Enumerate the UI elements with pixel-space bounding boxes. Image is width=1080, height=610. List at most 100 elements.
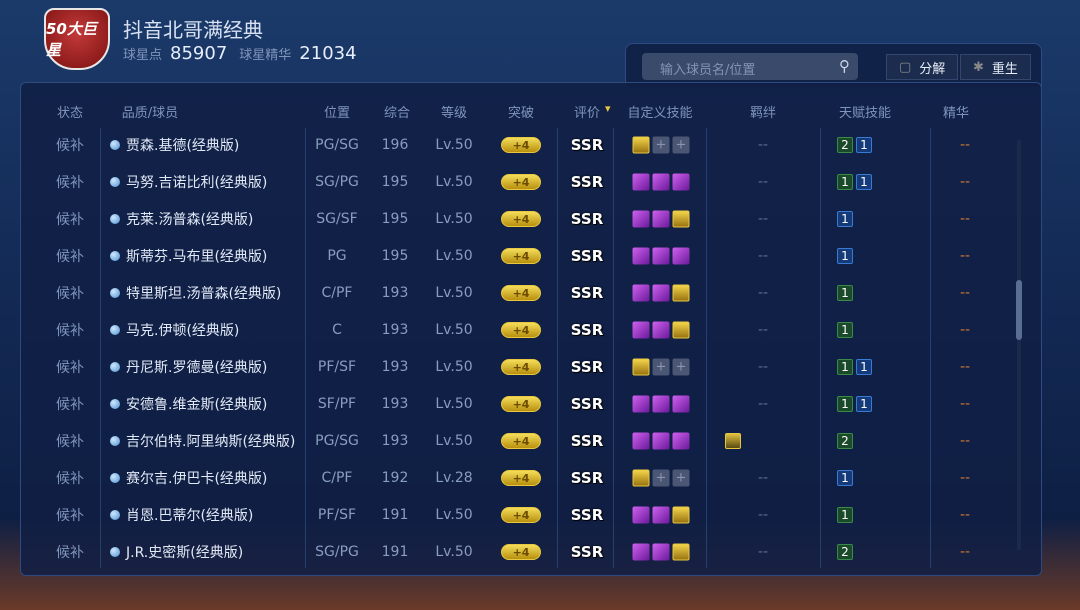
table-row[interactable]: 候补 克莱.汤普森(经典版) SG/SF 195 Lv.50 +4 SSR -- 1 --	[21, 200, 1021, 237]
talent-badge[interactable]: 1	[837, 321, 853, 338]
player-name[interactable]: 特里斯坦.汤普森(经典版)	[110, 283, 281, 303]
talent-badge[interactable]: 1	[837, 284, 853, 301]
column-divider	[820, 128, 821, 568]
player-name-text: J.R.史密斯(经典版)	[126, 544, 244, 561]
bond-icon[interactable]	[725, 432, 741, 449]
search-input[interactable]: 输入球员名/位置 ⚲	[642, 53, 858, 80]
overall: 192	[381, 469, 409, 486]
sort-desc-icon[interactable]: ▾	[605, 102, 611, 115]
add-skill-slot[interactable]: +	[652, 136, 670, 153]
quality-dot-icon	[110, 287, 120, 298]
column-header[interactable]: 状态	[56, 106, 84, 121]
talent-badge[interactable]: 1	[837, 395, 853, 412]
custom-skills	[632, 395, 690, 412]
column-header[interactable]: 天赋技能	[838, 106, 892, 121]
level: Lv.50	[435, 136, 473, 153]
player-name[interactable]: J.R.史密斯(经典版)	[110, 542, 243, 562]
table-row[interactable]: 候补 马克.伊顿(经典版) C 193 Lv.50 +4 SSR -- 1 --	[21, 311, 1021, 348]
talent-badge[interactable]: 1	[856, 173, 872, 190]
custom-skill-icon	[632, 173, 650, 190]
table-row[interactable]: 候补 赛尔吉.伊巴卡(经典版) C/PF 192 Lv.28 +4 SSR + + -- 1 --	[21, 459, 1021, 496]
talent-badge[interactable]: 1	[837, 210, 853, 227]
talent-skills: 1	[837, 247, 853, 264]
player-name[interactable]: 斯蒂芬.马布里(经典版)	[110, 246, 267, 266]
crown-skill-icon	[632, 358, 650, 375]
add-skill-slot[interactable]: +	[652, 469, 670, 486]
player-name[interactable]: 赛尔吉.伊巴卡(经典版)	[110, 468, 267, 488]
overall: 191	[381, 506, 409, 523]
custom-skill-icon	[672, 247, 690, 264]
table-row[interactable]: 候补 肖恩.巴蒂尔(经典版) PF/SF 191 Lv.50 +4 SSR -- 1 --	[21, 496, 1021, 533]
column-header[interactable]: 综合	[383, 106, 411, 121]
talent-badge[interactable]: 1	[856, 395, 872, 412]
position: PG/SG	[315, 136, 359, 153]
scrollbar-thumb[interactable]	[1016, 280, 1022, 340]
talent-badge[interactable]: 1	[837, 173, 853, 190]
level: Lv.50	[435, 284, 473, 301]
breakthrough-badge: +4	[501, 173, 541, 190]
player-name[interactable]: 安德鲁.维金斯(经典版)	[110, 394, 267, 414]
column-header[interactable]: 位置	[323, 106, 351, 121]
rebirth-button[interactable]: ✱ 重生	[960, 54, 1031, 80]
table-row[interactable]: 候补 斯蒂芬.马布里(经典版) PG 195 Lv.50 +4 SSR -- 1 --	[21, 237, 1021, 274]
column-header[interactable]: 评价	[573, 106, 601, 121]
add-skill-slot[interactable]: +	[672, 358, 690, 375]
essence-value: --	[959, 321, 971, 338]
player-name[interactable]: 肖恩.巴蒂尔(经典版)	[110, 505, 253, 525]
column-header[interactable]: 突破	[507, 106, 535, 121]
custom-skills: + +	[632, 469, 690, 486]
bond-value: --	[757, 506, 769, 523]
column-header[interactable]: 等级	[440, 106, 468, 121]
overall: 196	[381, 136, 409, 153]
custom-skills	[632, 432, 690, 449]
overall: 193	[381, 358, 409, 375]
talent-badge[interactable]: 1	[856, 358, 872, 375]
talent-badge[interactable]: 1	[837, 358, 853, 375]
crown-skill-icon	[672, 506, 690, 523]
talent-badge[interactable]: 1	[837, 506, 853, 523]
column-header[interactable]: 精华	[942, 106, 970, 121]
custom-skill-icon	[632, 543, 650, 560]
player-name[interactable]: 马克.伊顿(经典版)	[110, 320, 239, 340]
add-skill-slot[interactable]: +	[672, 469, 690, 486]
table-row[interactable]: 候补 安德鲁.维金斯(经典版) SF/PF 193 Lv.50 +4 SSR -- 1 1 --	[21, 385, 1021, 422]
add-skill-slot[interactable]: +	[672, 136, 690, 153]
custom-skill-icon	[652, 543, 670, 560]
table-row[interactable]: 候补 吉尔伯特.阿里纳斯(经典版) PG/SG 193 Lv.50 +4 SSR 2 --	[21, 422, 1021, 459]
table-row[interactable]: 候补 特里斯坦.汤普森(经典版) C/PF 193 Lv.50 +4 SSR -- 1 --	[21, 274, 1021, 311]
custom-skills	[632, 247, 690, 264]
scrollbar-track[interactable]	[1017, 140, 1021, 550]
overall: 193	[381, 284, 409, 301]
player-name[interactable]: 克莱.汤普森(经典版)	[110, 209, 253, 229]
table-row[interactable]: 候补 马努.吉诺比利(经典版) SG/PG 195 Lv.50 +4 SSR -- 1 1 --	[21, 163, 1021, 200]
decompose-button[interactable]: ▢ 分解	[886, 54, 959, 80]
add-skill-slot[interactable]: +	[652, 358, 670, 375]
quality-dot-icon	[110, 213, 120, 224]
column-header[interactable]: 自定义技能	[627, 106, 693, 121]
talent-badge[interactable]: 2	[837, 432, 853, 449]
breakthrough-value: +4	[501, 506, 541, 523]
column-header[interactable]: 羁绊	[749, 106, 777, 121]
table-row[interactable]: 候补 贾森.基德(经典版) PG/SG 196 Lv.50 +4 SSR + + -- 2 1 --	[21, 126, 1021, 163]
level: Lv.50	[435, 321, 473, 338]
grade-ssr: SSR	[570, 283, 604, 302]
table-row[interactable]: 候补 J.R.史密斯(经典版) SG/PG 191 Lv.50 +4 SSR -- 2 --	[21, 533, 1021, 570]
talent-badge[interactable]: 1	[837, 469, 853, 486]
table-row[interactable]: 候补 丹尼斯.罗德曼(经典版) PF/SF 193 Lv.50 +4 SSR + + -- 1 1 --	[21, 348, 1021, 385]
column-header[interactable]: 品质/球员	[121, 106, 179, 121]
player-name[interactable]: 马努.吉诺比利(经典版)	[110, 172, 267, 192]
custom-skill-icon	[632, 395, 650, 412]
essence-value: --	[959, 247, 971, 264]
talent-skills: 1	[837, 284, 853, 301]
player-name[interactable]: 丹尼斯.罗德曼(经典版)	[110, 357, 267, 377]
player-name[interactable]: 贾森.基德(经典版)	[110, 135, 239, 155]
talent-badge[interactable]: 1	[837, 247, 853, 264]
column-divider	[100, 128, 101, 568]
talent-badge[interactable]: 1	[856, 136, 872, 153]
talent-badge[interactable]: 2	[837, 136, 853, 153]
position: PF/SF	[317, 506, 357, 523]
talent-badge[interactable]: 2	[837, 543, 853, 560]
player-name[interactable]: 吉尔伯特.阿里纳斯(经典版)	[110, 431, 295, 451]
search-icon[interactable]: ⚲	[839, 57, 850, 75]
